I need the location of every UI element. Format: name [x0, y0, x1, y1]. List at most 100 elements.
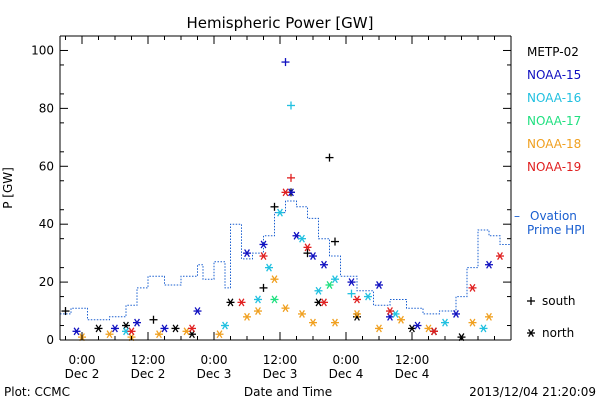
x-tick-label-time: 12:00 — [263, 353, 298, 367]
x-tick-label-time: 12:00 — [395, 353, 430, 367]
legend-north-marker — [527, 329, 535, 337]
x-tick-label-time: 12:00 — [131, 353, 166, 367]
legend-south-marker — [527, 297, 535, 305]
noaa-16-point — [276, 208, 284, 217]
marker-stroke — [392, 309, 399, 318]
marker-stroke — [486, 260, 492, 269]
marker-stroke — [321, 260, 327, 269]
noaa-15-point — [193, 307, 202, 316]
metp-02-point — [303, 249, 312, 258]
marker-stroke — [469, 318, 476, 327]
noaa-18-point — [105, 330, 114, 339]
x-tick-label-date: Dec 3 — [263, 367, 298, 381]
noaa-19-point — [320, 298, 328, 307]
noaa-15-point — [309, 252, 317, 260]
legend-noaa-16: NOAA-16 — [527, 91, 581, 105]
noaa-19-point — [468, 283, 477, 292]
metp-02-point — [61, 307, 70, 316]
marker-stroke — [376, 281, 382, 289]
marker-stroke — [189, 324, 195, 333]
marker-stroke — [244, 312, 250, 321]
metp-02-point — [259, 283, 268, 292]
x-tick-label-date: Dec 2 — [131, 367, 166, 381]
marker-stroke — [315, 298, 322, 307]
legend-north-label: north — [542, 326, 574, 340]
marker-stroke — [255, 307, 261, 316]
marker-stroke — [304, 243, 311, 252]
x-tick-label-time: 0:00 — [69, 353, 96, 367]
ovation-hpi-line — [60, 200, 512, 321]
marker-stroke — [354, 309, 360, 318]
noaa-15-point — [375, 281, 383, 289]
marker-stroke — [293, 231, 300, 240]
noaa-16-point — [314, 286, 323, 295]
noaa-19-point — [386, 307, 394, 316]
noaa-15-point — [281, 58, 290, 67]
marker-stroke — [480, 324, 487, 333]
marker-stroke — [260, 252, 267, 260]
marker-stroke — [497, 252, 503, 260]
noaa-15-point — [72, 327, 81, 336]
marker-stroke — [288, 188, 294, 197]
x-tick-label-date: Dec 3 — [197, 367, 232, 381]
noaa-15-point — [413, 321, 422, 330]
metp-02-point — [94, 324, 103, 333]
noaa-19-point — [303, 243, 312, 252]
legend-noaa-17: NOAA-17 — [527, 114, 581, 128]
legend-south-label: south — [542, 294, 576, 308]
y-tick-label: 100 — [31, 43, 54, 57]
noaa-16-point — [287, 101, 295, 110]
metp-02-point — [171, 324, 180, 333]
marker-stroke — [321, 298, 327, 307]
y-tick-label: 0 — [46, 333, 54, 347]
noaa-19-point — [281, 188, 290, 197]
noaa-15-point — [485, 260, 493, 269]
marker-stroke — [442, 318, 448, 327]
marker-stroke — [469, 283, 476, 292]
y-tick-label: 60 — [39, 159, 54, 173]
marker-stroke — [216, 330, 223, 339]
marker-stroke — [194, 307, 201, 316]
x-tick-label-date: Dec 4 — [329, 367, 364, 381]
noaa-15-point — [347, 278, 356, 287]
marker-stroke — [310, 252, 316, 260]
noaa-18-point — [397, 315, 405, 324]
noaa-18-point — [375, 324, 383, 333]
marker-stroke — [326, 281, 333, 289]
marker-stroke — [282, 304, 289, 313]
marker-stroke — [376, 324, 382, 333]
legend-ovation-line1: Ovation — [530, 209, 577, 223]
legend: METP-02 NOAA-15 NOAA-16 NOAA-17 NOAA-18 NOAA-… — [514, 45, 585, 340]
noaa-19-point — [127, 327, 136, 336]
noaa-16-point — [298, 234, 306, 243]
noaa-16-point — [479, 324, 488, 333]
marker-stroke — [425, 324, 432, 333]
noaa-16-point — [221, 321, 229, 330]
marker-stroke — [161, 324, 168, 333]
noaa-16-point — [347, 289, 356, 298]
marker-stroke — [387, 307, 393, 316]
noaa-16-point — [364, 292, 372, 301]
footer-timestamp: 2013/12/04 21:20:09 — [469, 385, 596, 399]
marker-stroke — [282, 188, 289, 197]
marker-stroke — [365, 292, 371, 301]
noaa-16-point — [331, 275, 339, 284]
marker-stroke — [332, 318, 338, 327]
metp-02-point — [226, 298, 235, 307]
noaa-18-point — [309, 318, 317, 327]
marker-stroke — [453, 309, 459, 318]
metp-02-point — [149, 315, 158, 324]
noaa-16-point — [441, 318, 449, 327]
noaa-18-point — [243, 312, 251, 321]
marker-stroke — [299, 234, 305, 243]
marker-stroke — [227, 298, 234, 307]
marker-stroke — [528, 329, 534, 337]
noaa-18-point — [155, 330, 163, 339]
noaa-19-point — [188, 324, 196, 333]
marker-stroke — [95, 324, 102, 333]
noaa-19-point — [496, 252, 504, 260]
noaa-18-point — [298, 309, 306, 318]
marker-stroke — [266, 263, 272, 272]
